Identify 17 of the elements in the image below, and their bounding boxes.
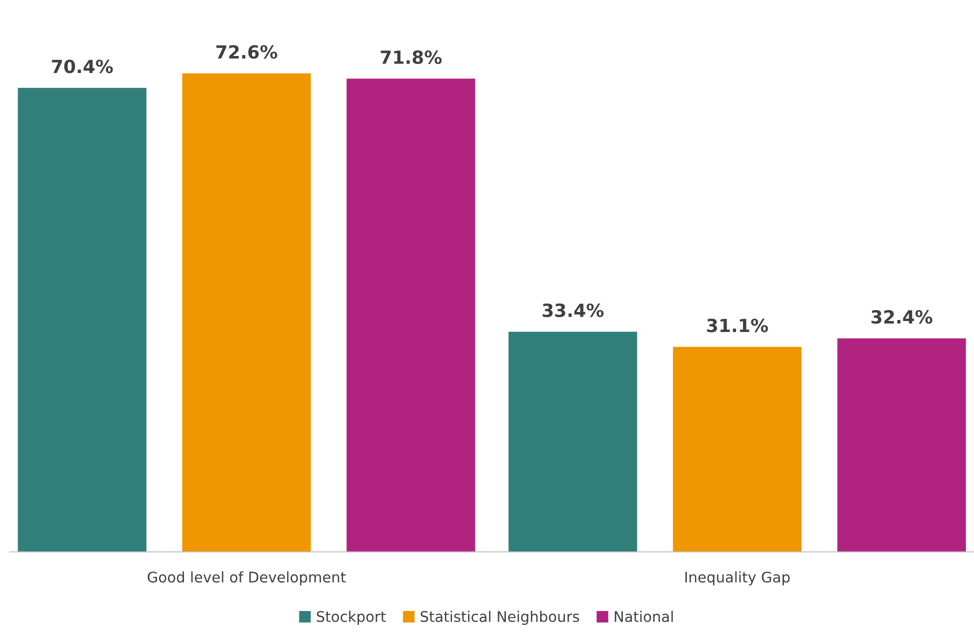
legend-label: Statistical Neighbours [420, 610, 580, 625]
bar [837, 338, 966, 552]
data-label: 71.8% [380, 50, 442, 64]
x-tick-label: Inequality Gap [685, 571, 790, 586]
legend-label: National [614, 610, 673, 622]
x-tick-label: Good level of Development [148, 571, 346, 586]
bar [182, 73, 311, 552]
data-label: 31.1% [707, 318, 768, 332]
bar [672, 346, 802, 552]
bar [18, 88, 146, 552]
legend-label: Stockport [316, 610, 386, 625]
data-label: 33.4% [542, 303, 604, 318]
bar [508, 332, 638, 552]
data-label: 32.4% [872, 310, 932, 324]
data-label: 70.4% [52, 60, 113, 74]
bar [346, 78, 476, 552]
data-label: 72.6% [216, 45, 278, 59]
